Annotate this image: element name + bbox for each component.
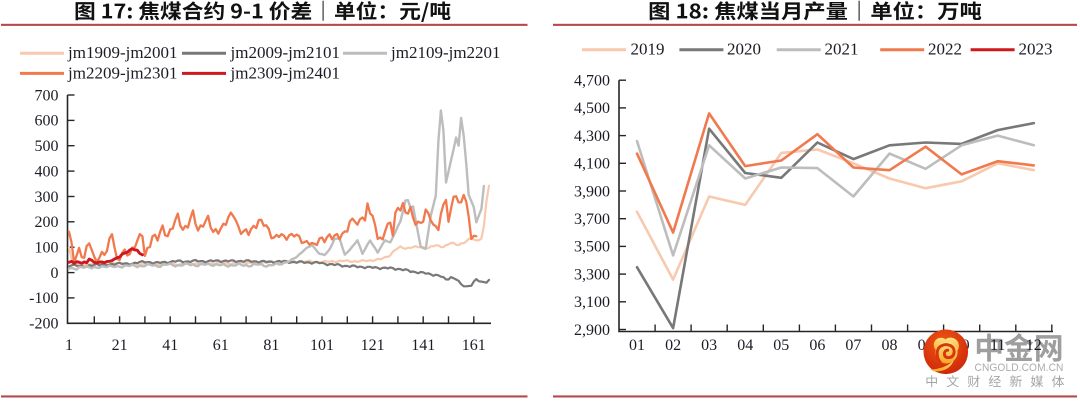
svg-text:1: 1 [65,337,73,354]
svg-text:81: 81 [263,337,279,354]
svg-text:2,900: 2,900 [574,322,610,339]
svg-text:06: 06 [809,337,825,354]
svg-text:07: 07 [845,337,861,354]
svg-text:161: 161 [462,337,486,354]
svg-text:11: 11 [990,337,1005,354]
svg-text:600: 600 [35,113,59,130]
svg-text:4,700: 4,700 [574,73,610,90]
svg-text:500: 500 [35,138,59,155]
svg-text:121: 121 [361,337,385,354]
svg-text:4,100: 4,100 [574,156,610,173]
svg-text:41: 41 [162,337,178,354]
svg-text:101: 101 [310,337,334,354]
svg-text:2021: 2021 [825,40,859,59]
svg-text:01: 01 [629,337,645,354]
svg-text:3,900: 3,900 [574,183,610,200]
svg-text:03: 03 [701,337,717,354]
svg-text:61: 61 [213,337,229,354]
svg-text:-200: -200 [29,316,58,333]
svg-text:3,100: 3,100 [574,294,610,311]
svg-text:200: 200 [35,214,59,231]
svg-text:4,500: 4,500 [574,100,610,117]
svg-text:2023: 2023 [1019,40,1053,59]
svg-text:2022: 2022 [928,40,962,59]
svg-text:jm2109-jm2201: jm2109-jm2201 [390,43,501,62]
svg-text:2019: 2019 [631,40,665,59]
svg-text:3,500: 3,500 [574,239,610,256]
svg-text:jm1909-jm2001: jm1909-jm2001 [67,43,178,62]
svg-text:400: 400 [35,163,59,180]
svg-text:jm2309-jm2401: jm2309-jm2401 [230,63,341,82]
svg-text:jm2009-jm2101: jm2009-jm2101 [230,43,341,62]
svg-text:jm2209-jm2301: jm2209-jm2301 [67,63,178,82]
svg-text:100: 100 [35,240,59,257]
svg-text:300: 300 [35,189,59,206]
svg-text:3,700: 3,700 [574,211,610,228]
svg-text:08: 08 [882,337,898,354]
svg-text:04: 04 [737,337,753,354]
svg-text:-100: -100 [29,290,58,307]
svg-text:4,300: 4,300 [574,128,610,145]
svg-text:700: 700 [35,87,59,104]
svg-text:2020: 2020 [727,40,761,59]
svg-text:CNGOLD.COM.CN: CNGOLD.COM.CN [975,362,1064,374]
svg-text:02: 02 [665,337,681,354]
svg-text:12: 12 [1026,337,1042,354]
svg-text:0: 0 [51,265,59,282]
svg-text:3,300: 3,300 [574,266,610,283]
svg-text:05: 05 [773,337,789,354]
svg-text:21: 21 [112,337,128,354]
svg-text:141: 141 [411,337,435,354]
